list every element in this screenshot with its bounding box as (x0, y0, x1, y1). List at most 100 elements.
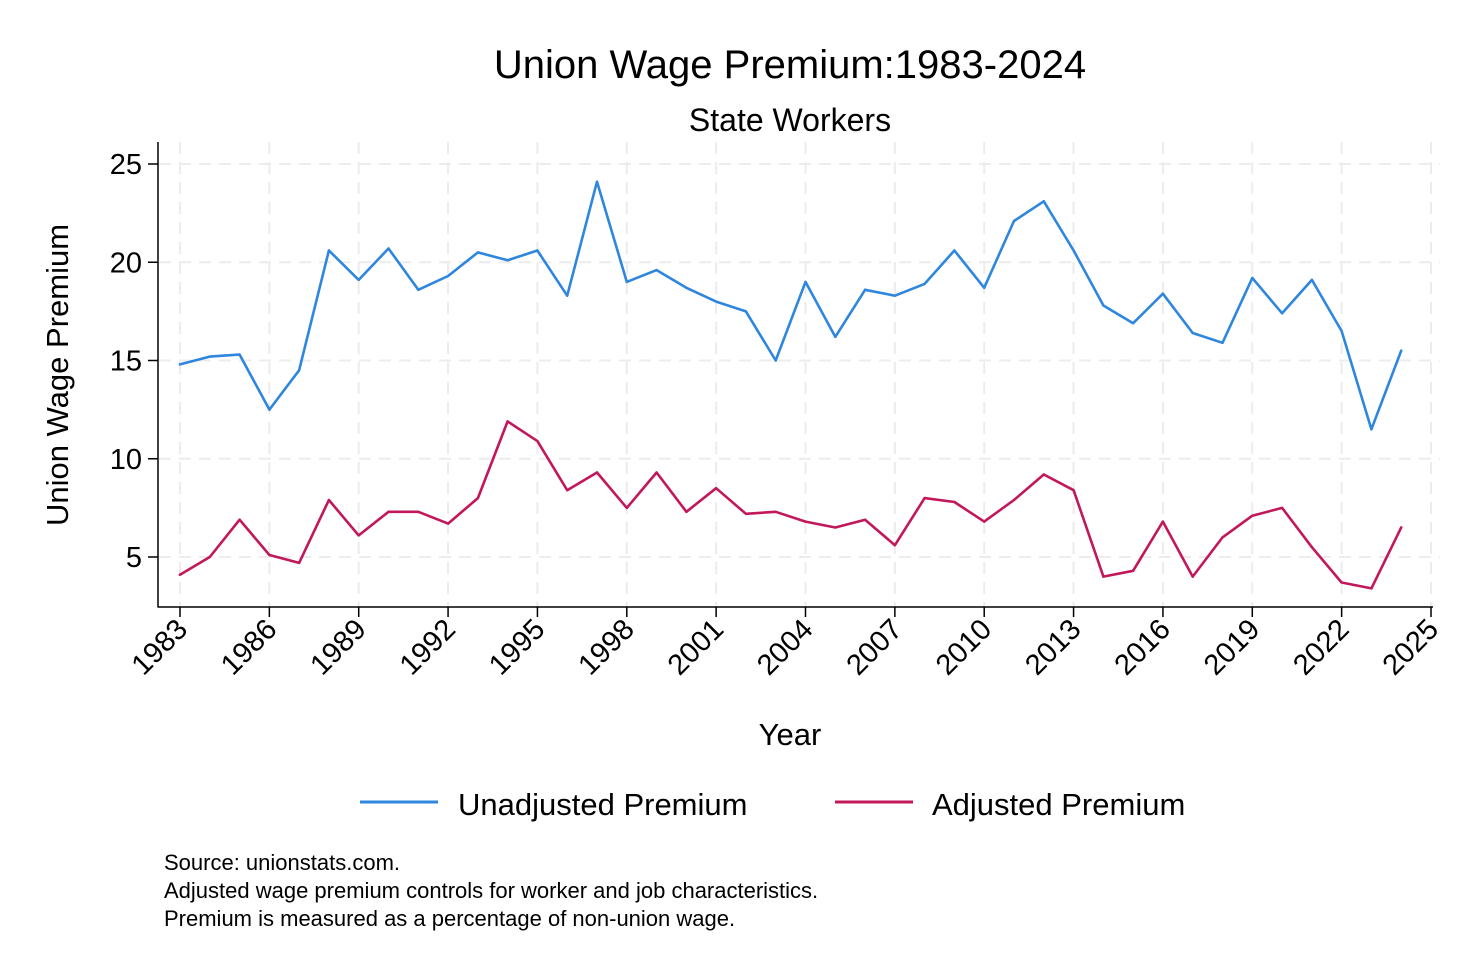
data-point-adjusted-premium-2010 (983, 520, 986, 523)
legend-label-adjusted: Adjusted Premium (932, 787, 1185, 822)
x-tick-label-2013: 2013 (1019, 613, 1087, 681)
x-tick-label-1992: 1992 (394, 613, 462, 681)
data-point-adjusted-premium-1989 (357, 534, 360, 537)
data-point-unadjusted-premium-1983 (178, 363, 182, 366)
data-point-unadjusted-premium-1985 (238, 353, 241, 356)
data-point-unadjusted-premium-2017 (1191, 331, 1194, 335)
data-point-adjusted-premium-1987 (297, 561, 301, 565)
data-point-unadjusted-premium-2001 (714, 300, 718, 303)
data-point-unadjusted-premium-2015 (1131, 321, 1135, 325)
data-point-unadjusted-premium-1998 (625, 280, 628, 284)
data-point-adjusted-premium-2004 (804, 520, 807, 523)
data-point-adjusted-premium-1988 (327, 498, 331, 502)
data-point-unadjusted-premium-2009 (953, 249, 956, 252)
data-point-unadjusted-premium-2020 (1280, 312, 1284, 315)
x-tick-label-2010: 2010 (930, 613, 998, 681)
data-point-unadjusted-premium-1991 (417, 288, 420, 291)
data-point-adjusted-premium-1999 (655, 471, 658, 474)
data-point-unadjusted-premium-2010 (983, 286, 986, 289)
y-tick-label-20: 20 (110, 247, 142, 279)
data-point-unadjusted-premium-2022 (1340, 329, 1343, 333)
data-point-adjusted-premium-2000 (685, 510, 688, 514)
data-point-unadjusted-premium-1984 (208, 355, 211, 358)
data-point-adjusted-premium-1986 (268, 553, 271, 557)
data-point-unadjusted-premium-1993 (476, 251, 480, 254)
data-point-unadjusted-premium-1986 (268, 408, 271, 411)
data-series (178, 180, 1403, 590)
series-line-unadjusted-premium (178, 180, 1403, 431)
data-point-adjusted-premium-1991 (417, 510, 420, 514)
data-point-unadjusted-premium-2024 (1400, 349, 1403, 352)
data-point-adjusted-premium-1983 (178, 573, 182, 576)
x-tick-label-1995: 1995 (483, 613, 551, 681)
data-point-adjusted-premium-2016 (1161, 520, 1165, 523)
data-point-adjusted-premium-1990 (387, 510, 390, 514)
data-point-unadjusted-premium-2021 (1310, 278, 1314, 282)
data-point-adjusted-premium-2011 (1012, 498, 1016, 502)
x-tick-label-2022: 2022 (1287, 613, 1355, 681)
series-line-adjusted-premium (178, 420, 1403, 590)
adjustment-note: Adjusted wage premium controls for worke… (164, 878, 818, 903)
data-point-adjusted-premium-1995 (536, 439, 539, 443)
data-point-adjusted-premium-2023 (1370, 587, 1373, 590)
x-tick-label-2019: 2019 (1198, 613, 1266, 681)
data-point-adjusted-premium-1997 (595, 471, 599, 474)
x-tick-label-2001: 2001 (662, 613, 730, 681)
x-tick-label-2016: 2016 (1109, 613, 1177, 681)
x-tick-label-2007: 2007 (841, 613, 909, 681)
data-point-adjusted-premium-2007 (893, 544, 897, 547)
chart-subtitle: State Workers (689, 102, 891, 138)
data-point-adjusted-premium-2005 (834, 526, 837, 529)
data-point-unadjusted-premium-2011 (1012, 219, 1016, 223)
data-point-unadjusted-premium-2000 (685, 286, 688, 289)
data-point-unadjusted-premium-2016 (1161, 292, 1165, 295)
data-point-unadjusted-premium-1995 (536, 249, 539, 252)
data-point-adjusted-premium-2001 (714, 487, 718, 490)
data-point-adjusted-premium-2012 (1042, 473, 1045, 476)
data-point-adjusted-premium-1992 (446, 522, 450, 525)
data-point-unadjusted-premium-1999 (655, 268, 658, 272)
y-tick-label-5: 5 (126, 542, 142, 574)
x-axis-label: Year (759, 717, 822, 752)
data-point-unadjusted-premium-1994 (506, 259, 509, 262)
data-point-adjusted-premium-2019 (1251, 514, 1254, 517)
x-tick-label-1983: 1983 (126, 613, 194, 681)
data-point-adjusted-premium-2003 (774, 510, 777, 514)
legend: Unadjusted Premium Adjusted Premium (360, 787, 1185, 822)
data-point-adjusted-premium-2014 (1102, 575, 1105, 578)
data-point-adjusted-premium-2018 (1221, 536, 1224, 539)
chart-title: Union Wage Premium:1983-2024 (494, 43, 1086, 87)
data-point-adjusted-premium-2013 (1072, 488, 1075, 492)
data-point-unadjusted-premium-2003 (774, 359, 777, 362)
data-point-adjusted-premium-2002 (744, 512, 748, 515)
legend-label-unadjusted: Unadjusted Premium (458, 787, 747, 822)
y-tick-label-15: 15 (110, 346, 142, 378)
data-point-adjusted-premium-1996 (566, 488, 569, 492)
data-point-adjusted-premium-2015 (1131, 569, 1135, 572)
data-point-unadjusted-premium-1988 (327, 249, 331, 252)
y-axis-label: Union Wage Premium (40, 224, 75, 526)
data-point-adjusted-premium-2017 (1191, 575, 1194, 578)
data-point-unadjusted-premium-2008 (923, 282, 926, 286)
data-point-unadjusted-premium-1997 (595, 180, 599, 183)
grid-lines (159, 142, 1440, 607)
source-note: Source: unionstats.com. (164, 850, 400, 875)
data-point-unadjusted-premium-1992 (446, 274, 450, 278)
data-point-unadjusted-premium-2006 (863, 288, 867, 291)
data-point-unadjusted-premium-2018 (1221, 341, 1224, 345)
data-point-adjusted-premium-1993 (476, 496, 480, 500)
data-point-unadjusted-premium-1996 (566, 294, 569, 297)
data-point-unadjusted-premium-2004 (804, 280, 807, 284)
data-point-unadjusted-premium-1989 (357, 278, 360, 282)
data-point-adjusted-premium-2024 (1400, 526, 1403, 529)
data-point-unadjusted-premium-2019 (1251, 276, 1254, 280)
data-point-adjusted-premium-2021 (1310, 545, 1314, 549)
x-tick-label-2025: 2025 (1377, 613, 1445, 681)
data-point-unadjusted-premium-1987 (297, 369, 301, 372)
x-tick-label-2004: 2004 (751, 613, 819, 681)
data-point-unadjusted-premium-2014 (1102, 304, 1105, 307)
x-tick-label-1998: 1998 (572, 613, 640, 681)
data-point-unadjusted-premium-1990 (387, 247, 390, 250)
